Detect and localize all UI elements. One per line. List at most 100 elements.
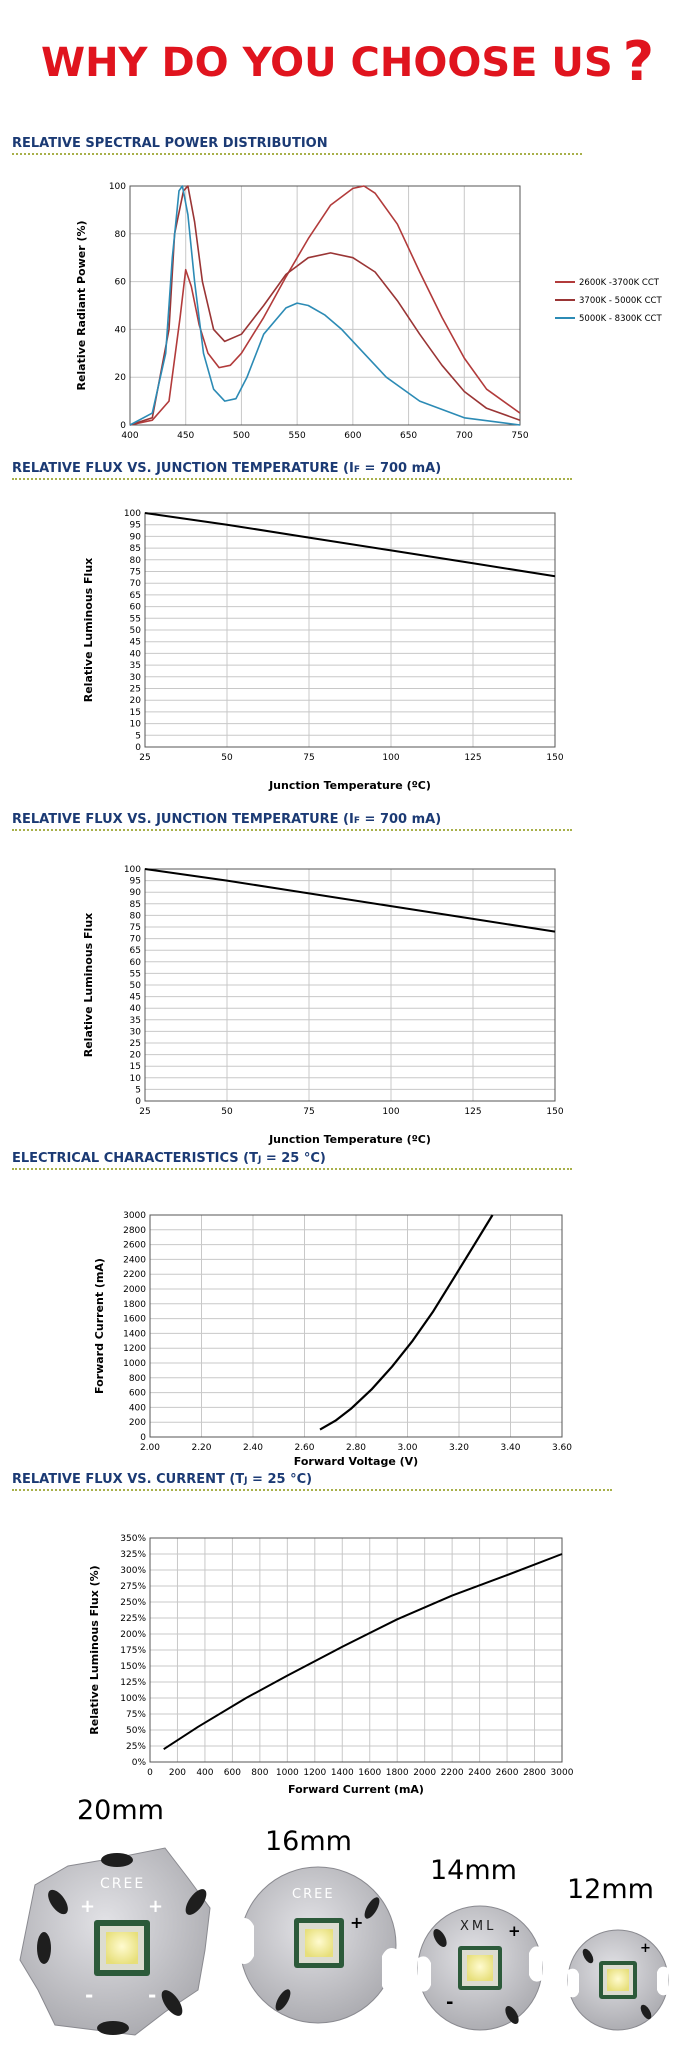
y-tick-label: 30 [130,673,142,683]
y-tick-label: 90 [130,888,142,898]
mount-slot [505,2005,519,2025]
x-tick-label: 200 [169,1768,186,1778]
minus-mark: - [446,1992,453,2013]
y-tick-label: 5 [135,731,141,741]
y-tick-label: 0 [140,1433,146,1443]
chart-title-flux-current-tail: = 25 °C) [247,1472,313,1487]
board-16mm-brand: CREE [292,1887,335,1902]
plot-frame [144,512,556,748]
y-tick-label: 3000 [123,1211,146,1221]
x-tick-label: 3.40 [500,1443,520,1453]
y-tick-label: 350% [120,1534,146,1544]
x-tick-label: 50 [221,753,233,763]
y-tick-label: 75% [126,1710,146,1720]
y-tick-label: 40 [130,1004,142,1014]
x-tick-label: 2400 [468,1768,491,1778]
x-tick-label: 800 [251,1768,268,1778]
title-divider [12,1168,572,1170]
y-axis-label: Relative Luminous Flux [82,913,95,1058]
x-tick-label: 2.00 [140,1443,160,1453]
chart-flux-current: 0 200 400 600 800 1000 1200 1400 1600 1800 2000 220… [88,1534,574,1796]
y-tick-label: 10 [130,1074,142,1084]
y-tick-label: 2000 [123,1285,146,1295]
y-tick-label: 100% [120,1694,146,1704]
plot-frame [149,1537,563,1763]
mount-slot [101,1853,133,1867]
y-tick-label: 400 [129,1403,146,1413]
x-tick-label: 2.20 [191,1443,211,1453]
chart-title-flux-temp-1-main: RELATIVE FLUX VS. JUNCTION TEMPERATURE (… [12,461,354,476]
y-tick-label: 0 [120,421,126,431]
title-divider [12,829,572,831]
y-tick-label: 0 [135,743,141,753]
y-tick-label: 50 [130,981,142,991]
y-tick-label: 35 [130,1016,141,1026]
minus-mark: - [148,1983,156,2007]
x-axis-label: Junction Temperature (ºC) [268,1133,431,1146]
board-label-12mm: 12mm [567,1874,654,1905]
mount-slot [185,1889,207,1915]
x-tick-label: 2.60 [294,1443,314,1453]
x-tick-label: 150 [546,753,563,763]
x-tick-label: 2200 [441,1768,464,1778]
plot-frame [144,868,556,1102]
legend-label: 3700K - 5000K CCT [579,296,662,306]
x-tick-label: 3000 [551,1768,574,1778]
y-tick-label: 20 [115,373,127,383]
y-axis-label: Forward Current (mA) [93,1258,106,1394]
y-tick-label: 2600 [123,1241,146,1251]
y-tick-label: 50 [130,626,142,636]
series-line-0 [144,512,556,578]
led-boards: CREE + + - - CREE + XML + - [19,1847,669,2036]
y-tick-label: 200% [120,1630,146,1640]
y-tick-label: 80 [130,911,142,921]
x-tick-label: 1400 [331,1768,354,1778]
chart-title-electrical-main: ELECTRICAL CHARACTERISTICS (T [12,1151,258,1166]
mount-notch [418,1956,431,1992]
y-tick-label: 15 [130,708,141,718]
x-axis-label: Junction Temperature (ºC) [268,779,431,792]
chart-flux-temp-1: 25 50 75 100 125 1500510152025303540455055606… [82,509,564,792]
y-tick-label: 10 [130,720,142,730]
y-tick-label: 50% [126,1726,146,1736]
gridlines [130,186,520,425]
board-20mm: CREE + + - - [19,1847,211,2036]
y-tick-label: 125% [120,1678,146,1688]
mount-slot [161,1990,183,2016]
led-chip [305,1929,333,1957]
x-tick-label: 700 [456,431,473,441]
y-tick-label: 70 [130,935,142,945]
x-tick-label: 1800 [386,1768,409,1778]
chart-title-electrical-sub: J [257,1155,262,1165]
y-tick-label: 225% [120,1614,146,1624]
y-tick-label: 25% [126,1742,146,1752]
chart-title-flux-temp-2-sub: F [353,816,360,826]
series-line-2 [129,185,521,426]
y-tick-label: 0% [132,1758,147,1768]
chart-title-spectral: RELATIVE SPECTRAL POWER DISTRIBUTION [12,136,328,151]
page-title-text: WHY DO YOU CHOOSE US [40,40,613,86]
question-mark: ? [622,30,655,93]
board-12mm: + [567,1929,669,2031]
y-tick-label: 40 [115,325,127,335]
mount-notch [529,1946,542,1982]
mount-notch [238,1918,254,1964]
chart-title-electrical: ELECTRICAL CHARACTERISTICS (TJ = 25 °C) [12,1151,326,1166]
y-tick-label: 85 [130,544,141,554]
y-tick-label: 600 [129,1389,146,1399]
x-tick-label: 550 [289,431,306,441]
y-tick-label: 40 [130,649,142,659]
y-tick-label: 5 [135,1085,141,1095]
gridlines [150,1215,562,1437]
plus-mark: + [148,1896,163,1917]
x-tick-label: 50 [221,1107,233,1117]
x-tick-label: 750 [511,431,528,441]
minus-mark: - [85,1983,93,2007]
board-16mm: CREE + [238,1866,398,2024]
chart-title-flux-temp-2: RELATIVE FLUX VS. JUNCTION TEMPERATURE (… [12,812,441,827]
y-tick-label: 100 [124,509,141,519]
x-tick-label: 150 [546,1107,563,1117]
y-tick-label: 60 [130,603,142,613]
y-tick-label: 25 [130,685,141,695]
y-tick-label: 75 [130,568,141,578]
